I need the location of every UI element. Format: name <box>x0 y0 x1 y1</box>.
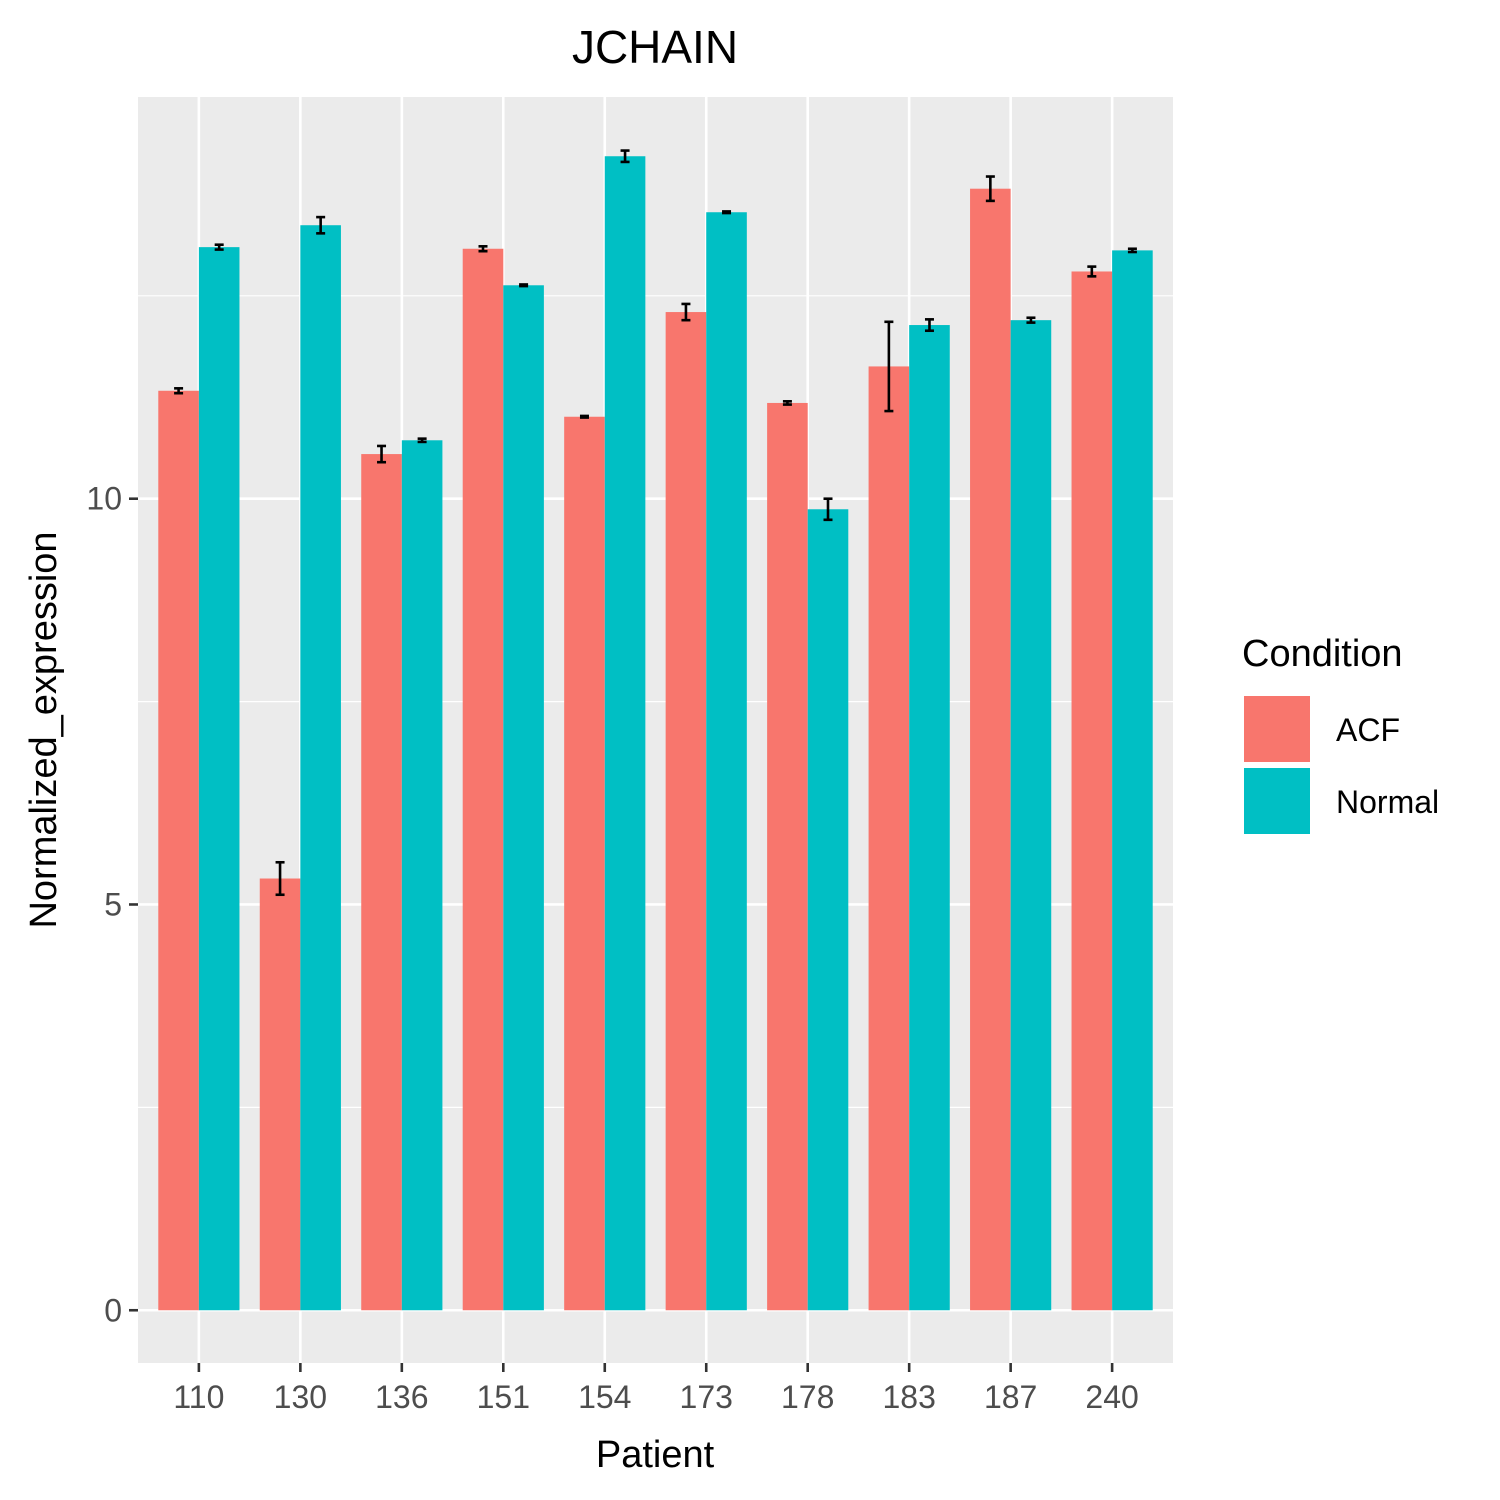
legend-title: Condition <box>1242 633 1403 675</box>
error-bar <box>214 243 224 251</box>
error-bar <box>823 497 833 522</box>
error-bar <box>1087 265 1097 278</box>
bar-normal <box>300 225 341 1311</box>
error-bar <box>782 400 792 406</box>
chart-title: JCHAIN <box>572 21 738 73</box>
error-bar <box>985 175 995 203</box>
legend-label-acf: ACF <box>1336 712 1400 748</box>
legend-label-normal: Normal <box>1336 784 1439 820</box>
error-bar <box>681 302 691 322</box>
error-bar <box>1026 316 1036 324</box>
legend-swatch-normal <box>1242 766 1312 836</box>
bar-acf <box>462 248 504 1311</box>
legend: Condition ACF Normal <box>1242 633 1439 836</box>
bar-normal <box>1112 250 1153 1311</box>
error-bar <box>1127 247 1137 254</box>
x-tick-label: 183 <box>882 1379 935 1415</box>
error-bar <box>275 860 285 897</box>
x-tick-label: 110 <box>173 1379 224 1415</box>
bar-acf <box>767 402 808 1311</box>
y-axis-title: Normalized_expression <box>23 531 65 928</box>
x-axis: 110 130 136 151 154 173 178 183 187 240 <box>173 1363 1139 1415</box>
x-tick-label: 178 <box>781 1379 834 1415</box>
bar-acf <box>665 312 707 1311</box>
bar-acf <box>158 390 199 1311</box>
x-tick-label: 240 <box>1085 1379 1138 1415</box>
error-bars <box>174 149 1137 897</box>
error-bar <box>174 387 184 395</box>
bar-normal <box>198 247 240 1311</box>
y-tick-label: 5 <box>104 886 122 922</box>
x-tick-label: 173 <box>680 1379 733 1415</box>
error-bar <box>316 215 326 235</box>
bar-normal <box>401 440 443 1311</box>
bar-acf <box>1071 271 1113 1311</box>
x-tick-label: 151 <box>477 1379 530 1415</box>
bar-normal <box>706 212 747 1311</box>
error-bar <box>924 318 934 333</box>
error-bar <box>478 245 488 253</box>
bars <box>158 156 1153 1311</box>
error-bar <box>579 414 589 419</box>
error-bar <box>417 437 427 444</box>
x-tick-label: 130 <box>274 1379 327 1415</box>
error-bar <box>620 149 630 164</box>
bar-normal <box>909 325 950 1311</box>
error-bar <box>722 210 732 215</box>
error-bar <box>884 320 894 413</box>
x-tick-label: 187 <box>984 1379 1037 1415</box>
bar-normal <box>503 285 544 1311</box>
error-bar <box>377 444 387 464</box>
error-bar <box>519 283 529 288</box>
bar-acf <box>259 878 301 1311</box>
bar-acf <box>564 416 605 1311</box>
x-tick-label: 136 <box>375 1379 428 1415</box>
y-tick-label: 10 <box>86 481 122 517</box>
bar-normal <box>807 509 849 1311</box>
bar-acf <box>868 366 910 1311</box>
y-axis: 0 5 10 <box>86 481 138 1328</box>
bar-normal <box>604 156 646 1311</box>
legend-swatch-acf <box>1242 694 1312 764</box>
bar-acf <box>361 454 402 1311</box>
x-axis-title: Patient <box>596 1434 715 1476</box>
bar-normal <box>1010 320 1052 1311</box>
y-tick-label: 0 <box>104 1292 122 1328</box>
x-tick-label: 154 <box>578 1379 631 1415</box>
bar-acf <box>970 188 1011 1311</box>
